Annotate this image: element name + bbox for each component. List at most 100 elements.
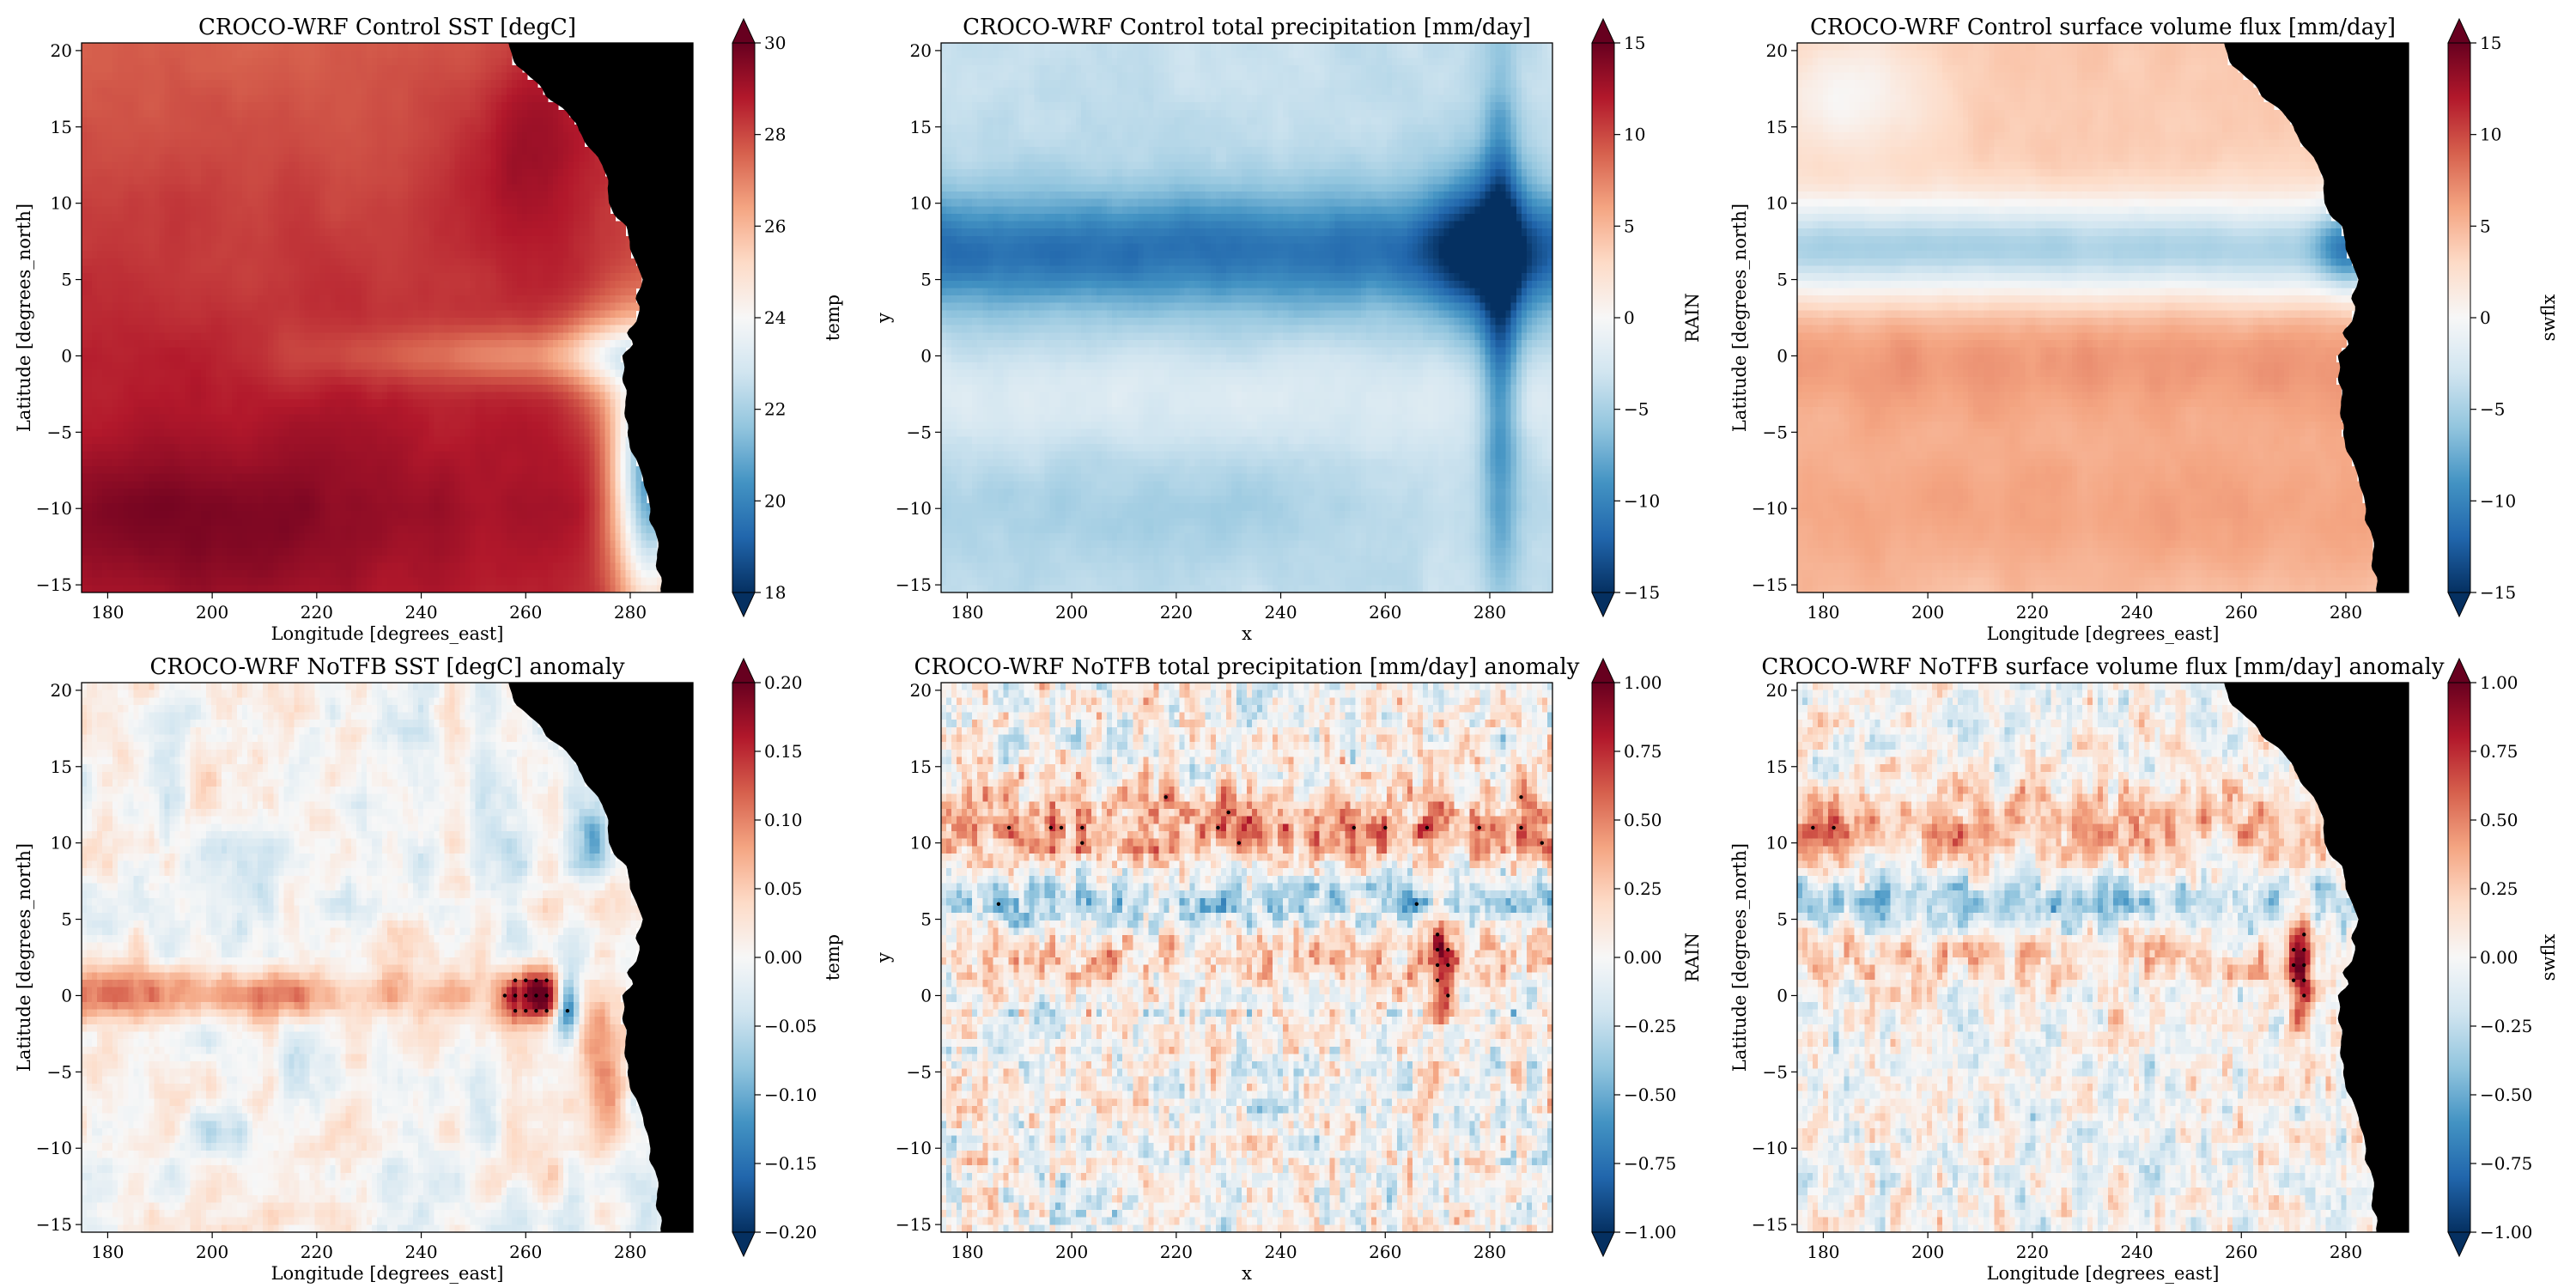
x-tick-label: 240 <box>404 602 437 623</box>
x-tick-label: 180 <box>951 1242 983 1262</box>
panel-3: 180 200 220 240 260 280−15−10−505101520CROCO-… <box>1729 15 2559 644</box>
y-axis-label: Latitude [degrees_north] <box>14 843 34 1072</box>
colorbar-extend-min <box>732 1232 755 1256</box>
y-tick-label: 10 <box>1766 833 1788 854</box>
y-tick-label: −15 <box>896 574 932 595</box>
heatmap-field <box>82 683 662 1233</box>
x-tick-label: 220 <box>301 1242 333 1262</box>
x-tick-label: 260 <box>1369 602 1401 623</box>
colorbar-tick-label: 0 <box>2480 307 2491 328</box>
y-tick-label: 0 <box>920 985 932 1005</box>
x-tick-label: 260 <box>509 602 542 623</box>
colorbar-tick-label: 0.00 <box>764 947 803 968</box>
x-tick-label: 220 <box>2016 602 2049 623</box>
colorbar-label: temp <box>823 934 843 981</box>
y-tick-label: 0 <box>61 985 72 1005</box>
colorbar-tick-label: −0.25 <box>2480 1016 2532 1036</box>
y-tick-label: 15 <box>910 756 932 777</box>
y-axis-label: Latitude [degrees_north] <box>1729 204 1750 432</box>
y-tick-label: −5 <box>907 1061 932 1082</box>
panel-5: 180 200 220 240 260 280−15−10−505101520CROCO-… <box>873 654 1703 1284</box>
y-tick-label: 15 <box>1766 756 1788 777</box>
y-tick-label: 10 <box>1766 193 1788 214</box>
y-tick-label: 10 <box>51 193 72 214</box>
colorbar-tick-label: 28 <box>764 125 786 145</box>
colorbar-extend-max <box>732 19 755 43</box>
colorbar-tick-label: −1.00 <box>2480 1222 2532 1242</box>
y-tick-label: −5 <box>1763 1061 1788 1082</box>
x-tick-label: 260 <box>2225 602 2257 623</box>
y-tick-label: −15 <box>1752 574 1788 595</box>
y-tick-label: −5 <box>47 422 72 442</box>
y-tick-label: 5 <box>61 270 72 290</box>
colorbar-extend-max <box>2448 659 2470 683</box>
x-tick-label: 200 <box>196 1242 228 1262</box>
y-tick-label: 5 <box>920 270 932 290</box>
colorbar-extend-max <box>1592 659 1614 683</box>
x-tick-label: 220 <box>1160 1242 1193 1262</box>
colorbar-tick-label: 24 <box>764 307 786 328</box>
colorbar-tick-label: −15 <box>2480 582 2516 603</box>
chart-title: CROCO-WRF NoTFB surface volume flux [mm/… <box>1761 654 2444 680</box>
heatmap-field <box>1797 683 2378 1233</box>
x-tick-label: 280 <box>2330 602 2362 623</box>
y-axis-label: y <box>873 313 894 324</box>
y-tick-label: 10 <box>910 193 932 214</box>
colorbar-extend-min <box>2448 592 2470 617</box>
colorbar-tick-label: 0 <box>1624 307 1635 328</box>
colorbar-tick-label: 0.10 <box>764 810 803 830</box>
colorbar-tick-label: −1.00 <box>1624 1222 1676 1242</box>
colorbar-tick-label: 15 <box>1624 33 1645 53</box>
colorbar-label: RAIN <box>1682 293 1703 343</box>
x-tick-label: 200 <box>1055 602 1088 623</box>
y-axis-label: Latitude [degrees_north] <box>14 204 34 432</box>
x-tick-label: 240 <box>2120 1242 2153 1262</box>
colorbar-tick-label: 26 <box>764 216 786 236</box>
colorbar-tick-label: −10 <box>2480 490 2516 511</box>
colorbar-label: swflx <box>2538 934 2559 981</box>
colorbar-tick-label: 15 <box>2480 33 2501 53</box>
colorbar-tick-label: 0.00 <box>2480 947 2518 968</box>
colorbar-extend-min <box>1592 1232 1614 1256</box>
x-tick-label: 240 <box>1264 1242 1297 1262</box>
colorbar-tick-label: 18 <box>764 582 786 603</box>
colorbar-tick-label: 0.15 <box>764 741 803 762</box>
colorbar-tick-label: 30 <box>764 33 786 53</box>
y-tick-label: 15 <box>51 117 72 137</box>
x-tick-label: 260 <box>509 1242 542 1262</box>
chart-title: CROCO-WRF NoTFB SST [degC] anomaly <box>149 654 624 680</box>
y-tick-label: −5 <box>907 422 932 442</box>
colorbar-tick-label: −0.75 <box>1624 1153 1676 1174</box>
heatmap-field <box>941 683 1553 1233</box>
colorbar-extend-min <box>732 592 755 617</box>
colorbar-tick-label: 20 <box>764 490 786 511</box>
y-tick-label: −15 <box>36 574 72 595</box>
x-tick-label: 240 <box>1264 602 1297 623</box>
heatmap-field <box>1797 43 2378 593</box>
x-tick-label: 240 <box>2120 602 2153 623</box>
x-axis-label: Longitude [degrees_east] <box>1987 1263 2220 1284</box>
y-tick-label: 20 <box>51 40 72 61</box>
colorbar-tick-label: 0.05 <box>764 878 803 899</box>
colorbar-tick-label: −0.50 <box>2480 1084 2532 1105</box>
y-tick-label: 0 <box>1777 345 1788 366</box>
x-tick-label: 280 <box>1473 602 1506 623</box>
y-tick-label: −5 <box>1763 422 1788 442</box>
x-tick-label: 280 <box>614 602 647 623</box>
colorbar-tick-label: 0.75 <box>1624 741 1662 762</box>
y-tick-label: 15 <box>1766 117 1788 137</box>
y-tick-label: 20 <box>1766 40 1788 61</box>
colorbar-tick-label: 0.25 <box>1624 878 1662 899</box>
colorbar-label: RAIN <box>1682 933 1703 982</box>
y-tick-label: −10 <box>36 1138 72 1158</box>
x-tick-label: 280 <box>2330 1242 2362 1262</box>
x-tick-label: 220 <box>2016 1242 2049 1262</box>
y-tick-label: 20 <box>910 40 932 61</box>
colorbar-tick-label: −0.10 <box>764 1084 817 1105</box>
y-tick-label: −10 <box>896 1138 932 1158</box>
colorbar-label: swflx <box>2538 295 2559 342</box>
panel-6: 180 200 220 240 260 280−15−10−505101520CROCO-… <box>1729 654 2559 1284</box>
colorbar-tick-label: −5 <box>1624 399 1649 420</box>
